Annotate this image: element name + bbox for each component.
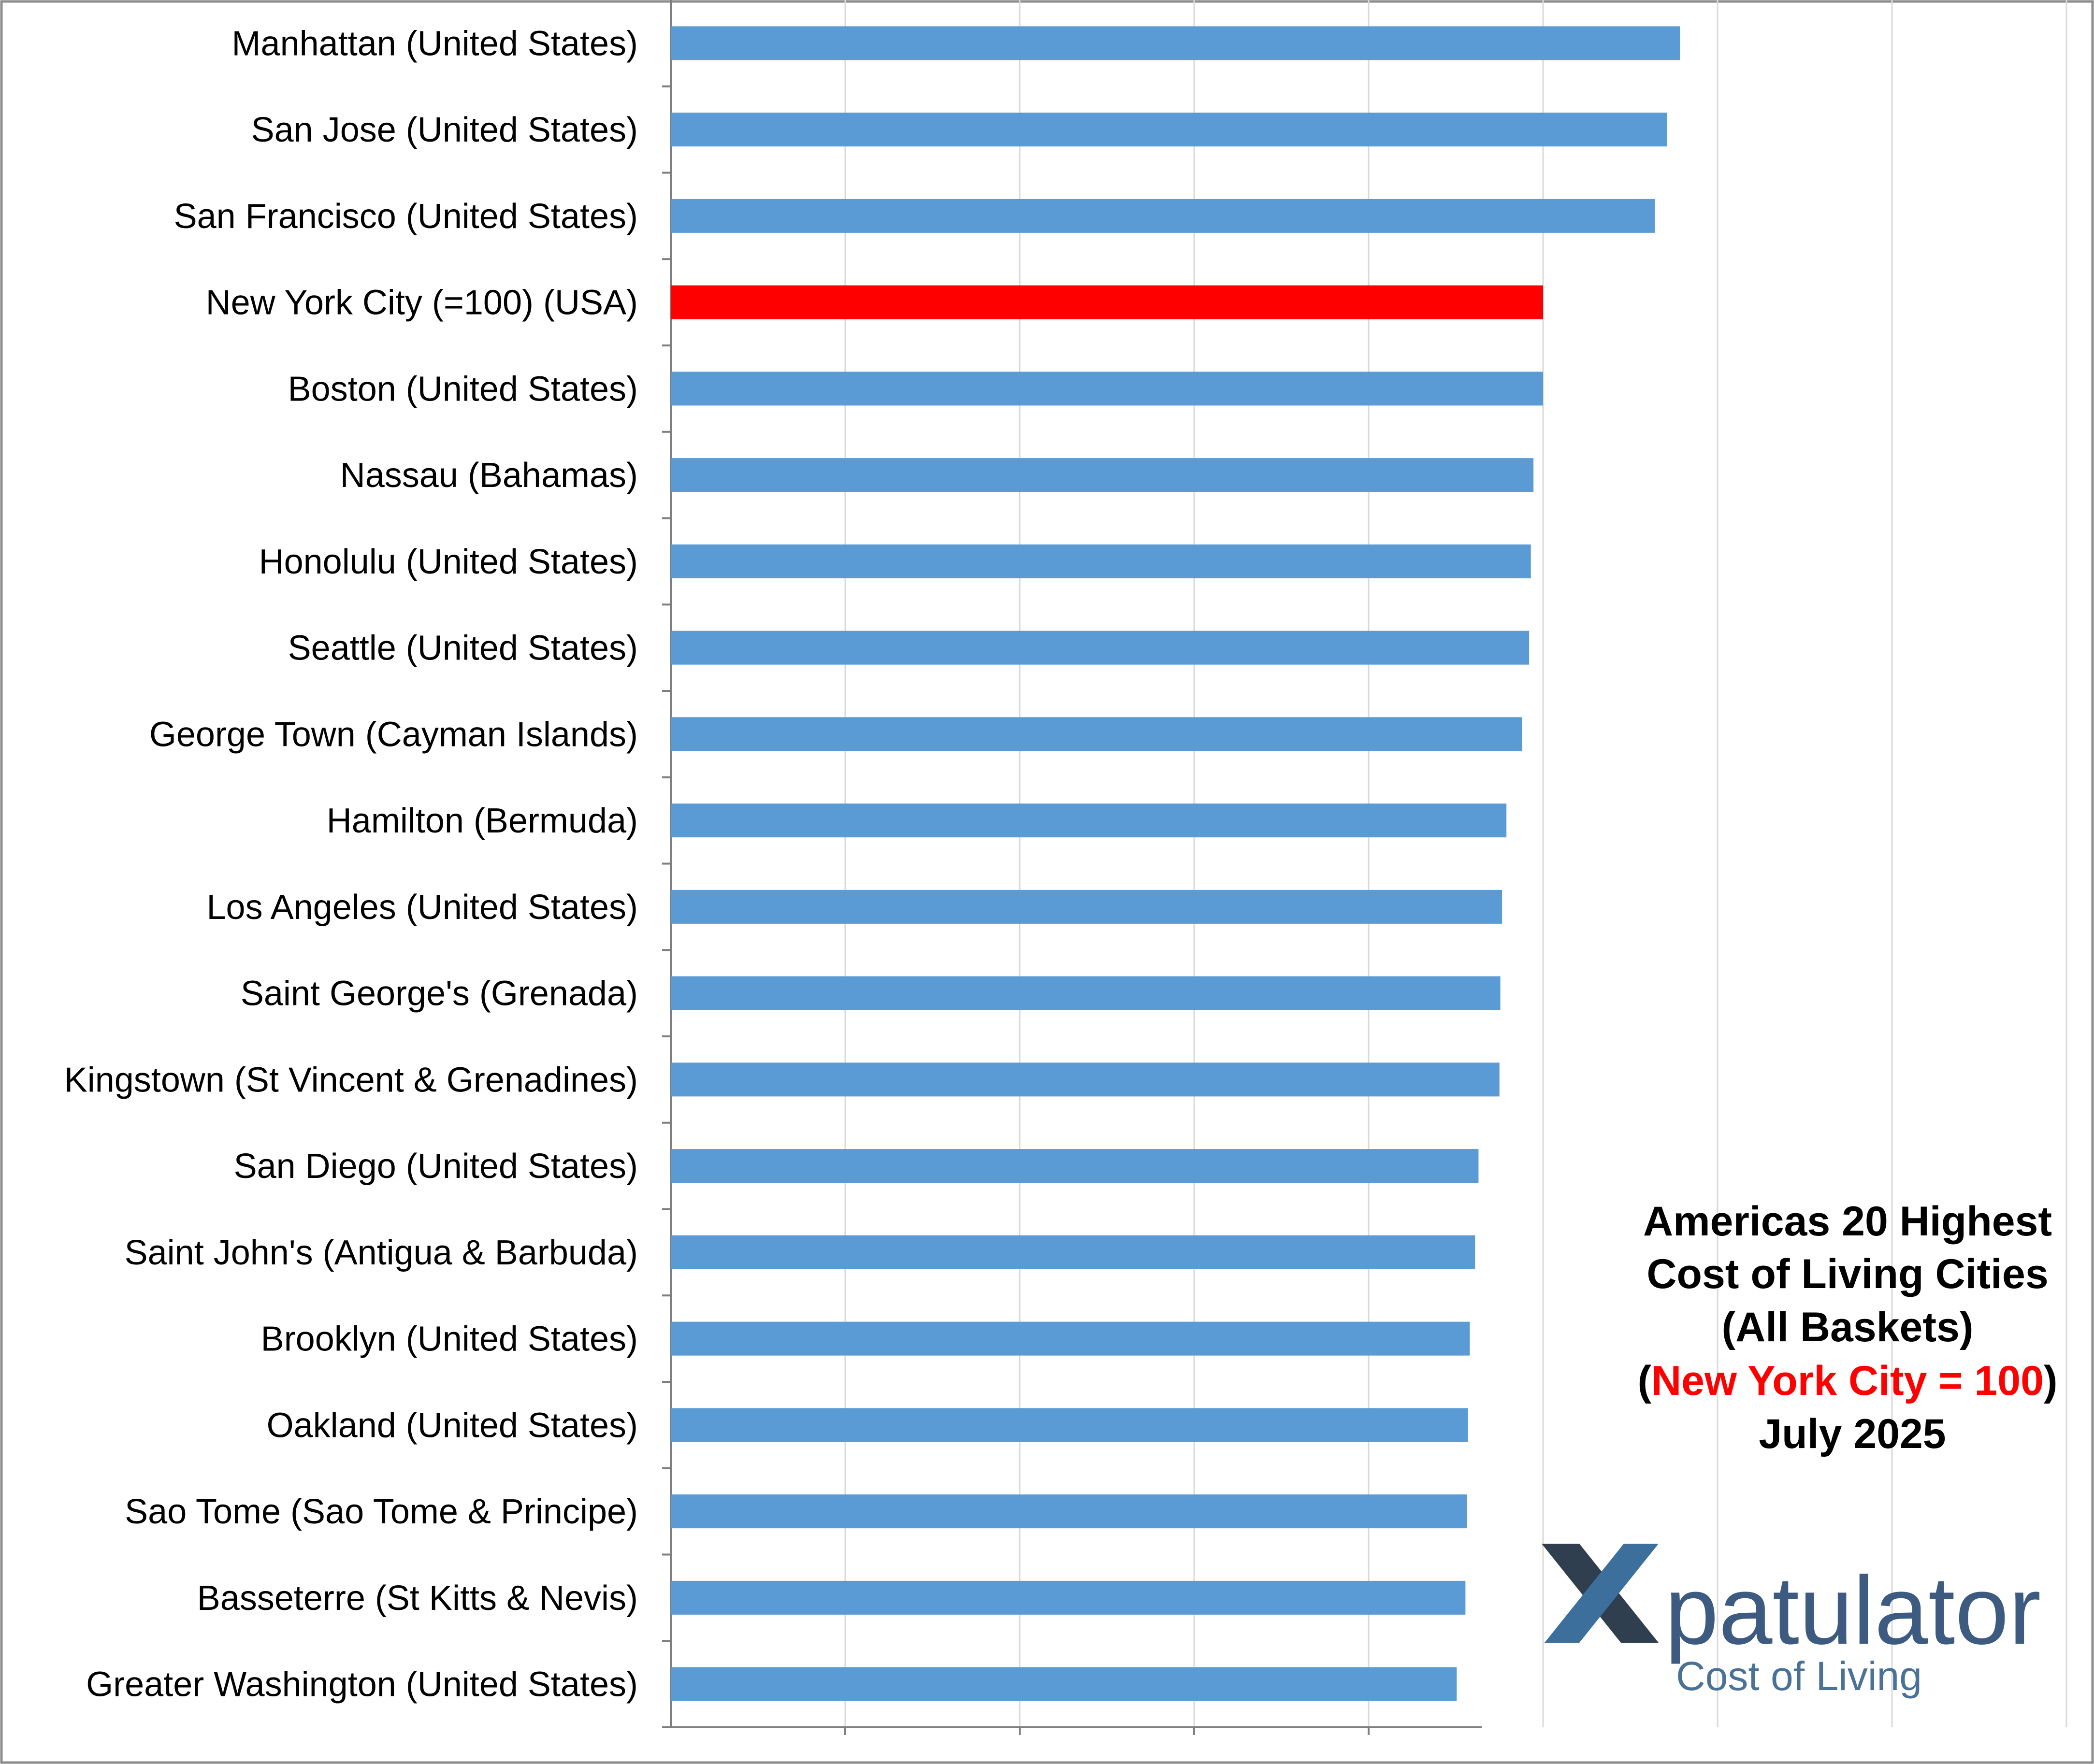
- category-label: Boston (United States): [288, 370, 638, 408]
- category-label: Oakland (United States): [267, 1406, 638, 1445]
- category-label: Brooklyn (United States): [261, 1320, 638, 1359]
- x-logo-icon: [1542, 1544, 1659, 1643]
- bar: [671, 458, 1534, 492]
- logo-subtitle: Cost of Living: [1676, 1653, 1922, 1699]
- bar: [671, 889, 1502, 924]
- category-label: Manhattan (United States): [232, 24, 638, 63]
- category-label: Hamilton (Bermuda): [327, 802, 638, 840]
- chart-title: Americas 20 Highest Cost of Living Citie…: [1637, 1198, 2057, 1457]
- bar: [671, 803, 1507, 838]
- title-paren-close: ): [2044, 1358, 2058, 1404]
- bar: [671, 1667, 1457, 1701]
- category-label: Seattle (United States): [288, 629, 638, 668]
- category-label: Honolulu (United States): [259, 543, 638, 581]
- category-label: San Francisco (United States): [174, 197, 638, 236]
- title-line-4: (New York City = 100): [1637, 1358, 2057, 1404]
- title-line-1: Americas 20 Highest: [1643, 1198, 2052, 1245]
- category-label: Nassau (Bahamas): [340, 456, 638, 495]
- bar: [671, 372, 1543, 406]
- bar: [671, 1321, 1470, 1356]
- bar: [671, 717, 1522, 751]
- category-label: Saint John's (Antigua & Barbuda): [125, 1233, 638, 1272]
- category-label: Greater Washington (United States): [86, 1665, 638, 1704]
- category-label: San Jose (United States): [251, 111, 638, 149]
- bar: [671, 1062, 1500, 1097]
- category-label: Basseterre (St Kitts & Nevis): [197, 1579, 638, 1618]
- logo-wordmark: patulator: [1665, 1557, 2041, 1664]
- category-label: Sao Tome (Sao Tome & Principe): [125, 1492, 638, 1531]
- title-highlight-text: New York City = 100: [1651, 1358, 2044, 1404]
- category-label: Kingstown (St Vincent & Grenadines): [64, 1061, 638, 1099]
- category-label: Los Angeles (United States): [206, 888, 638, 927]
- bar: [671, 1494, 1467, 1529]
- title-paren-open: (: [1637, 1358, 1651, 1404]
- bar: [671, 113, 1667, 147]
- bar: [671, 631, 1530, 665]
- bar: [671, 199, 1655, 233]
- title-line-2: Cost of Living Cities: [1646, 1251, 2048, 1297]
- bar-highlight: [671, 285, 1543, 319]
- category-labels: Manhattan (United States) San Jose (Unite…: [64, 24, 638, 1704]
- bar: [671, 544, 1531, 578]
- title-line-3: (All Baskets): [1722, 1304, 1974, 1350]
- bar: [671, 26, 1680, 60]
- category-label: New York City (=100) (USA): [206, 284, 638, 322]
- bar: [671, 1235, 1475, 1269]
- xpatulator-logo: patulator Cost of Living: [1542, 1544, 2041, 1699]
- title-date: July 2025: [1759, 1411, 1946, 1457]
- category-label: San Diego (United States): [234, 1147, 638, 1186]
- bars: [671, 26, 1680, 1701]
- bar: [671, 1580, 1466, 1615]
- bar: [671, 1149, 1479, 1183]
- category-label: George Town (Cayman Islands): [149, 715, 638, 754]
- bar: [671, 976, 1501, 1010]
- category-label: Saint George's (Grenada): [241, 975, 638, 1013]
- bar: [671, 1408, 1468, 1442]
